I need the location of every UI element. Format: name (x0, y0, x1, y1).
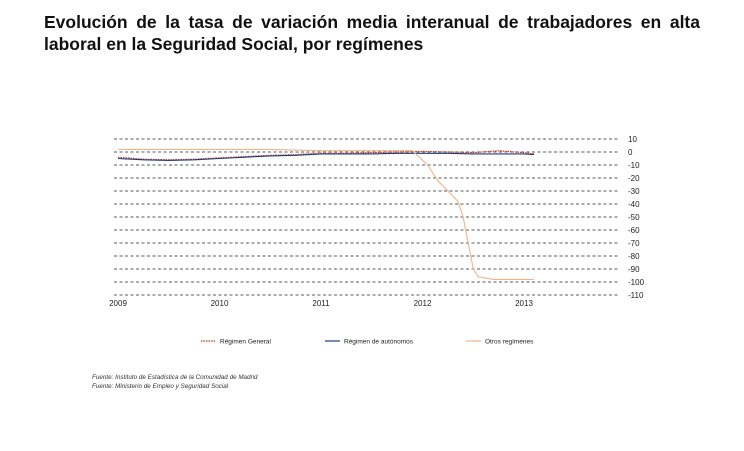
x-tick-label: 2012 (414, 299, 432, 308)
y-axis-tick-labels: 10 0 -10 -20 -30 -40 -50 -60 -70 -80 -90 -100 -110 (628, 135, 645, 300)
x-tick-label: 2011 (312, 299, 330, 308)
y-tick-label: -90 (628, 265, 640, 274)
sources-note: Fuente: Instituto de Estadística de la C… (92, 373, 258, 391)
x-tick-label: 2009 (109, 299, 127, 308)
x-tick-label: 2013 (515, 299, 533, 308)
series-line-regimen-general (117, 150, 535, 161)
y-tick-label: -20 (628, 174, 640, 183)
series-line-regimen-de-autonomos (117, 152, 535, 161)
y-tick-label: -80 (628, 252, 640, 261)
y-tick-label: 0 (628, 148, 633, 157)
y-tick-label: 10 (628, 135, 637, 144)
y-tick-label: -110 (628, 291, 644, 300)
y-tick-label: -40 (628, 200, 640, 209)
x-axis-tick-labels: 2009 2010 2011 2012 2013 (109, 299, 533, 308)
series-line-otros-regimenes (118, 148, 535, 280)
source-line: Fuente: Instituto de Estadística de la C… (92, 374, 258, 381)
y-tick-label: -10 (628, 161, 640, 170)
y-tick-label: -30 (628, 187, 640, 196)
y-tick-label: -70 (628, 239, 640, 248)
series-lines (117, 148, 535, 280)
legend-label: Régimen General (220, 339, 271, 346)
legend-label: Régimen de autónomos (344, 339, 414, 346)
chart-title: Evolución de la tasa de variación media … (44, 12, 700, 54)
y-tick-label: -50 (628, 213, 640, 222)
legend-label: Otros regímenes (485, 339, 534, 346)
legend: Régimen General Régimen de autónomos Otros… (201, 339, 534, 346)
y-tick-label: -60 (628, 226, 640, 235)
x-tick-label: 2010 (211, 299, 229, 308)
gridlines (114, 138, 620, 296)
source-line: Fuente: Ministerio de Empleo y Seguridad… (92, 383, 229, 390)
y-tick-label: -100 (628, 278, 645, 287)
